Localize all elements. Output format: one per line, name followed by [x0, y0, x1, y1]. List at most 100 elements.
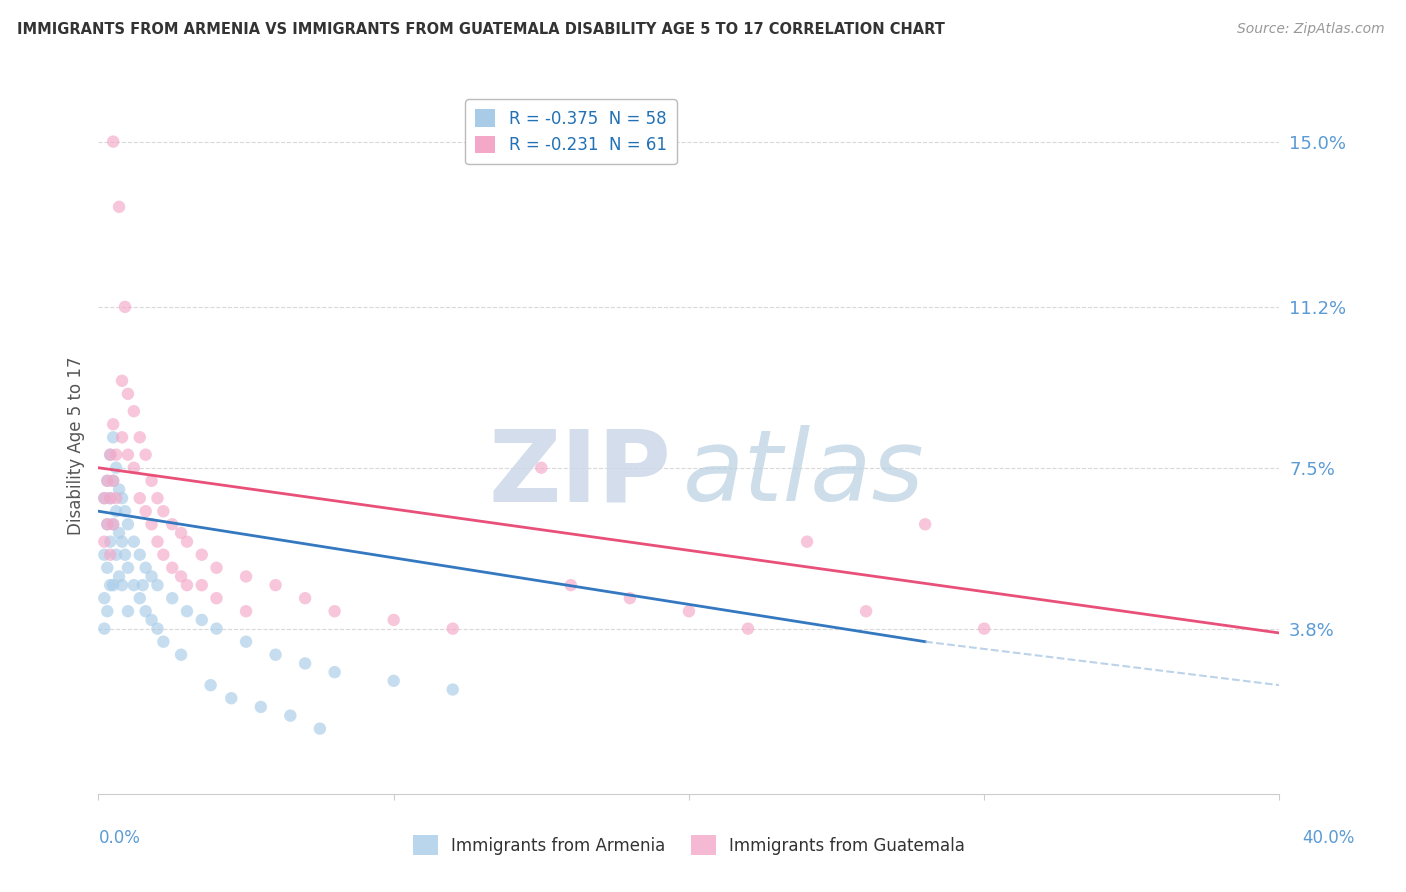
Point: [128, 491, 150, 505]
Point: [309, 722, 332, 736]
Point: [111, 491, 134, 505]
Point: [152, 504, 174, 518]
Y-axis label: Disability Age 5 to 17: Disability Age 5 to 17: [66, 357, 84, 535]
Point: [93, 491, 115, 505]
Point: [96, 517, 118, 532]
Text: ZIP: ZIP: [488, 425, 671, 523]
Point: [235, 634, 257, 648]
Point: [98, 548, 121, 562]
Point: [146, 534, 169, 549]
Point: [855, 604, 877, 618]
Point: [117, 387, 139, 401]
Point: [98, 534, 121, 549]
Point: [250, 699, 273, 714]
Point: [114, 504, 136, 518]
Point: [98, 448, 121, 462]
Point: [108, 200, 131, 214]
Text: IMMIGRANTS FROM ARMENIA VS IMMIGRANTS FROM GUATEMALA DISABILITY AGE 5 TO 17 CORR: IMMIGRANTS FROM ARMENIA VS IMMIGRANTS FR…: [17, 22, 945, 37]
Point: [93, 548, 115, 562]
Point: [280, 708, 302, 723]
Point: [678, 604, 700, 618]
Point: [96, 517, 118, 532]
Point: [111, 430, 134, 444]
Point: [111, 534, 134, 549]
Point: [191, 548, 214, 562]
Point: [141, 474, 163, 488]
Point: [152, 634, 174, 648]
Point: [146, 491, 169, 505]
Point: [141, 613, 163, 627]
Point: [135, 504, 157, 518]
Point: [105, 448, 128, 462]
Point: [323, 604, 346, 618]
Point: [235, 569, 257, 583]
Text: Source: ZipAtlas.com: Source: ZipAtlas.com: [1237, 22, 1385, 37]
Point: [103, 417, 125, 432]
Point: [105, 26, 128, 40]
Point: [128, 591, 150, 606]
Point: [108, 569, 131, 583]
Point: [141, 517, 163, 532]
Point: [146, 622, 169, 636]
Point: [162, 591, 183, 606]
Point: [98, 491, 121, 505]
Point: [205, 561, 228, 575]
Point: [114, 548, 136, 562]
Point: [146, 578, 169, 592]
Point: [96, 604, 118, 618]
Point: [122, 534, 145, 549]
Point: [973, 622, 995, 636]
Point: [105, 491, 128, 505]
Point: [117, 517, 139, 532]
Point: [108, 526, 131, 541]
Point: [294, 657, 316, 671]
Text: 0.0%: 0.0%: [98, 829, 141, 847]
Point: [122, 460, 145, 475]
Point: [128, 430, 150, 444]
Point: [205, 591, 228, 606]
Point: [152, 548, 174, 562]
Point: [176, 604, 198, 618]
Point: [98, 491, 121, 505]
Point: [105, 460, 128, 475]
Point: [235, 604, 257, 618]
Point: [560, 578, 582, 592]
Point: [93, 591, 115, 606]
Point: [323, 665, 346, 680]
Point: [914, 517, 936, 532]
Point: [96, 474, 118, 488]
Point: [98, 578, 121, 592]
Point: [103, 135, 125, 149]
Point: [221, 691, 243, 706]
Point: [93, 622, 115, 636]
Point: [93, 534, 115, 549]
Point: [122, 578, 145, 592]
Point: [135, 561, 157, 575]
Point: [98, 448, 121, 462]
Point: [205, 622, 228, 636]
Point: [200, 678, 222, 692]
Point: [441, 682, 464, 697]
Point: [103, 578, 125, 592]
Point: [737, 622, 759, 636]
Point: [176, 578, 198, 592]
Point: [441, 622, 464, 636]
Point: [111, 578, 134, 592]
Point: [170, 648, 193, 662]
Point: [111, 374, 134, 388]
Point: [135, 604, 157, 618]
Point: [135, 448, 157, 462]
Point: [103, 474, 125, 488]
Point: [530, 460, 553, 475]
Point: [619, 591, 641, 606]
Point: [191, 613, 214, 627]
Point: [96, 561, 118, 575]
Point: [122, 404, 145, 418]
Point: [162, 517, 183, 532]
Point: [103, 517, 125, 532]
Point: [170, 569, 193, 583]
Point: [117, 448, 139, 462]
Point: [103, 430, 125, 444]
Text: 40.0%: 40.0%: [1302, 829, 1355, 847]
Point: [294, 591, 316, 606]
